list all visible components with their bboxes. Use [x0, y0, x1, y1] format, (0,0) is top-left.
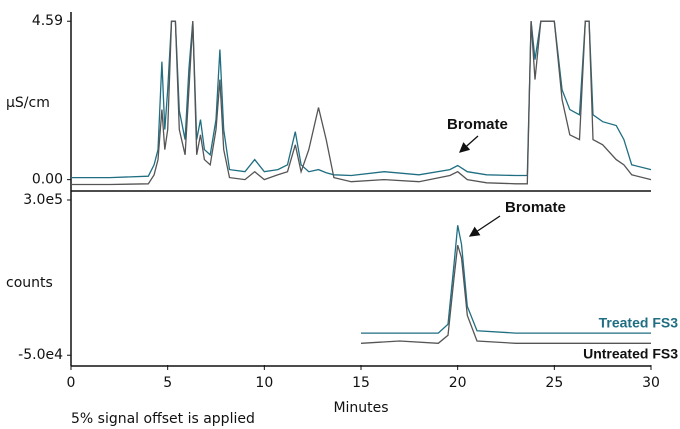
footnote: 5% signal offset is applied: [71, 411, 255, 427]
x-tick-label: 20: [449, 375, 467, 391]
legend-entry: Treated FS3: [599, 315, 679, 331]
annotation: Bromate: [447, 116, 508, 133]
x-axis-label: Minutes: [333, 400, 388, 416]
y-tick-label: 4.59: [32, 13, 63, 29]
annotation: Bromate: [505, 199, 566, 216]
legend-entry: Untreated FS3: [583, 346, 678, 362]
x-tick-label: 5: [163, 375, 172, 391]
x-tick-label: 30: [642, 375, 660, 391]
y-tick-label: 3.0e5: [23, 192, 63, 208]
y-tick-label: 0.00: [32, 172, 63, 188]
series-line: [360, 245, 651, 344]
x-tick-label: 10: [255, 375, 273, 391]
series-line: [71, 20, 652, 186]
y-axis-label: counts: [6, 275, 53, 291]
y-axis-label: µS/cm: [6, 95, 50, 111]
annotation-arrow: [468, 215, 501, 237]
annotation-arrow: [459, 135, 479, 153]
x-tick-label: 15: [352, 375, 370, 391]
y-tick-label: -5.0e4: [18, 347, 63, 363]
x-tick-label: 0: [67, 375, 76, 391]
x-tick-label: 25: [545, 375, 563, 391]
series-line: [361, 225, 651, 334]
